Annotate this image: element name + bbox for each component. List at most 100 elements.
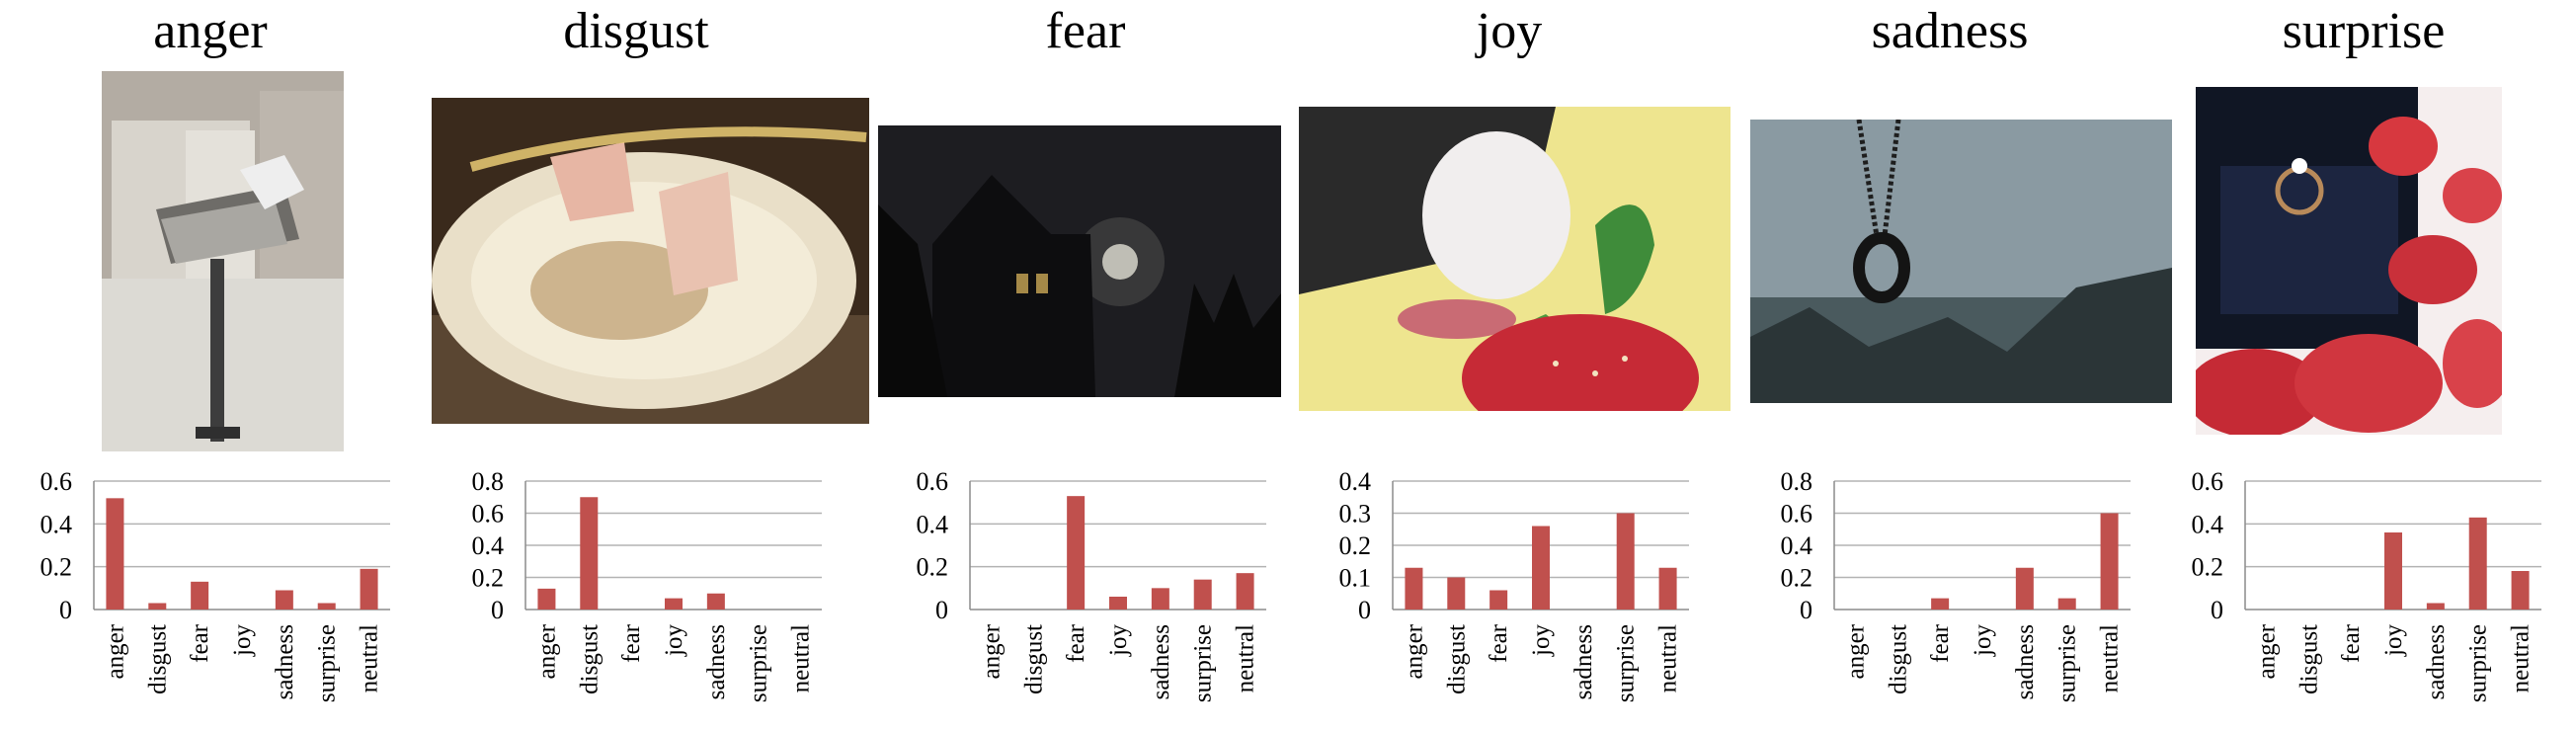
x-tick-label: joy [1528, 624, 1555, 657]
bar-disgust [1447, 577, 1466, 610]
y-tick-label: 0 [59, 596, 72, 624]
bar-sadness [2426, 603, 2445, 610]
y-tick-label: 0.3 [1339, 500, 1372, 529]
x-tick-label: sadness [1148, 624, 1174, 699]
panel-title: joy [1476, 3, 1543, 59]
bar-joy [1532, 526, 1550, 610]
y-tick-label: 0 [1358, 596, 1371, 624]
x-tick-label: fear [1063, 623, 1089, 663]
x-tick-label: anger [978, 623, 1005, 679]
y-tick-label: 0.6 [2192, 467, 2224, 496]
bar-anger [537, 588, 556, 610]
y-tick-label: 0.6 [40, 467, 73, 496]
panel-joy: joy 0 0.1 0.2 0.3 0.4 anger disgust fear joy sadn… [1299, 0, 1731, 733]
surprise-photo [2196, 87, 2502, 435]
bar-sadness [1151, 588, 1169, 610]
bar-surprise [2468, 517, 2487, 610]
panel-title: sadness [1871, 3, 2029, 59]
bar-sadness [706, 593, 725, 610]
x-tick-label: anger [533, 623, 560, 679]
bar-surprise [1616, 513, 1635, 610]
bar-disgust [580, 497, 599, 610]
disgust-photo [432, 98, 869, 424]
joy-photo [1299, 107, 1731, 411]
y-tick-label: 0.8 [1781, 467, 1813, 496]
anger-photo [102, 71, 344, 451]
y-tick-label: 0 [935, 596, 948, 624]
bar-neutral [1658, 567, 1677, 610]
chart-surprise: 0 0.2 0.4 0.6 anger disgust fear joy sadness surp… [2192, 467, 2541, 702]
panel-fear: fear 0 0.2 0.4 0.6 anger disgust fear joy sadnes… [876, 0, 1301, 733]
chart-joy: 0 0.1 0.20.3 0.4 anger disgust fear joy sadness s… [1339, 467, 1689, 702]
sadness-photo [1750, 120, 2172, 403]
chart-fear: 0 0.2 0.4 0.6 anger disgust fear joy sadness surp… [917, 467, 1266, 702]
y-tick-label: 0.4 [2192, 510, 2224, 538]
x-tick-label: neutral [357, 624, 383, 692]
bar-fear [191, 581, 209, 610]
fear-photo [878, 125, 1281, 397]
panel-surprise: surprise 0 0.2 0.4 0.6 anger disgust fear joy sa… [2151, 0, 2576, 733]
bar-anger [1405, 567, 1423, 610]
bar-anger [106, 498, 124, 610]
x-tick-label: surprise [314, 624, 341, 702]
y-tick-label: 0.4 [917, 510, 949, 538]
x-tick-label: disgust [1020, 624, 1047, 694]
x-tick-label: joy [229, 624, 256, 657]
x-tick-label: sadness [2012, 624, 2039, 699]
bar-joy [2384, 532, 2402, 610]
x-tick-label: neutral [1233, 624, 1259, 692]
x-tick-label: neutral [2097, 624, 2124, 692]
x-tick-label: anger [1401, 623, 1427, 679]
x-tick-label: joy [661, 624, 687, 657]
x-tick-label: fear [1486, 623, 1512, 663]
x-tick-label: disgust [2295, 624, 2322, 694]
chart-anger: 0 0.2 0.4 0.6 anger disgust fear joy sadness surp… [40, 467, 390, 702]
x-tick-label: joy [1105, 624, 1132, 657]
y-tick-label: 0.2 [2192, 553, 2224, 582]
x-tick-label: fear [1927, 623, 1954, 663]
x-tick-label: anger [102, 623, 128, 679]
y-tick-label: 0 [2211, 596, 2223, 624]
x-tick-label: fear [187, 623, 213, 663]
bar-surprise [2057, 598, 2076, 610]
x-tick-label: sadness [272, 624, 298, 699]
x-tick-label: joy [2380, 624, 2407, 657]
x-tick-label: anger [1842, 623, 1869, 679]
x-tick-label: disgust [576, 624, 603, 694]
y-tick-label: 0.4 [472, 531, 505, 560]
panel-anger: anger 0 0.2 0.4 0.6 anger disgust fear joy sadne… [0, 0, 425, 733]
panel-title: disgust [563, 3, 709, 59]
x-tick-label: surprise [2465, 624, 2492, 702]
y-tick-label: 0.2 [472, 564, 505, 593]
bar-fear [1489, 590, 1508, 610]
x-tick-label: fear [2338, 623, 2365, 663]
x-tick-label: fear [618, 623, 645, 663]
y-tick-label: 0.2 [917, 553, 949, 582]
x-tick-label: sadness [703, 624, 730, 699]
x-tick-label: surprise [1613, 624, 1640, 702]
x-tick-label: disgust [1443, 624, 1470, 694]
bar-neutral [1236, 573, 1254, 610]
y-tick-label: 0.1 [1339, 564, 1372, 593]
x-tick-label: anger [2253, 623, 2280, 679]
bar-neutral [2100, 513, 2119, 610]
y-tick-label: 0.4 [40, 510, 73, 538]
panel-title: surprise [2282, 3, 2446, 59]
chart-disgust: 0 0.2 0.40.6 0.8 anger disgust fear joy sadness s… [472, 467, 822, 702]
bar-sadness [2015, 567, 2034, 610]
bar-neutral [2511, 571, 2530, 610]
y-tick-label: 0.2 [1781, 564, 1813, 593]
y-tick-label: 0.2 [1339, 531, 1372, 560]
y-tick-label: 0.6 [1781, 500, 1813, 529]
bar-joy [1109, 597, 1127, 610]
bar-surprise [1193, 579, 1212, 610]
x-tick-label: disgust [144, 624, 171, 694]
panel-disgust: disgust 0 0.2 0.4 0.6 0.8 anger disgust fear joy… [432, 0, 869, 733]
y-tick-label: 0.2 [40, 553, 73, 582]
bar-fear [1931, 598, 1950, 610]
y-tick-label: 0 [491, 596, 504, 624]
y-tick-label: 0 [1800, 596, 1812, 624]
bar-neutral [360, 568, 378, 610]
panel-sadness: sadness 0 0.2 0.4 0.6 0.8 anger disgust fear joy… [1740, 0, 2172, 733]
y-tick-label: 0.8 [472, 467, 505, 496]
